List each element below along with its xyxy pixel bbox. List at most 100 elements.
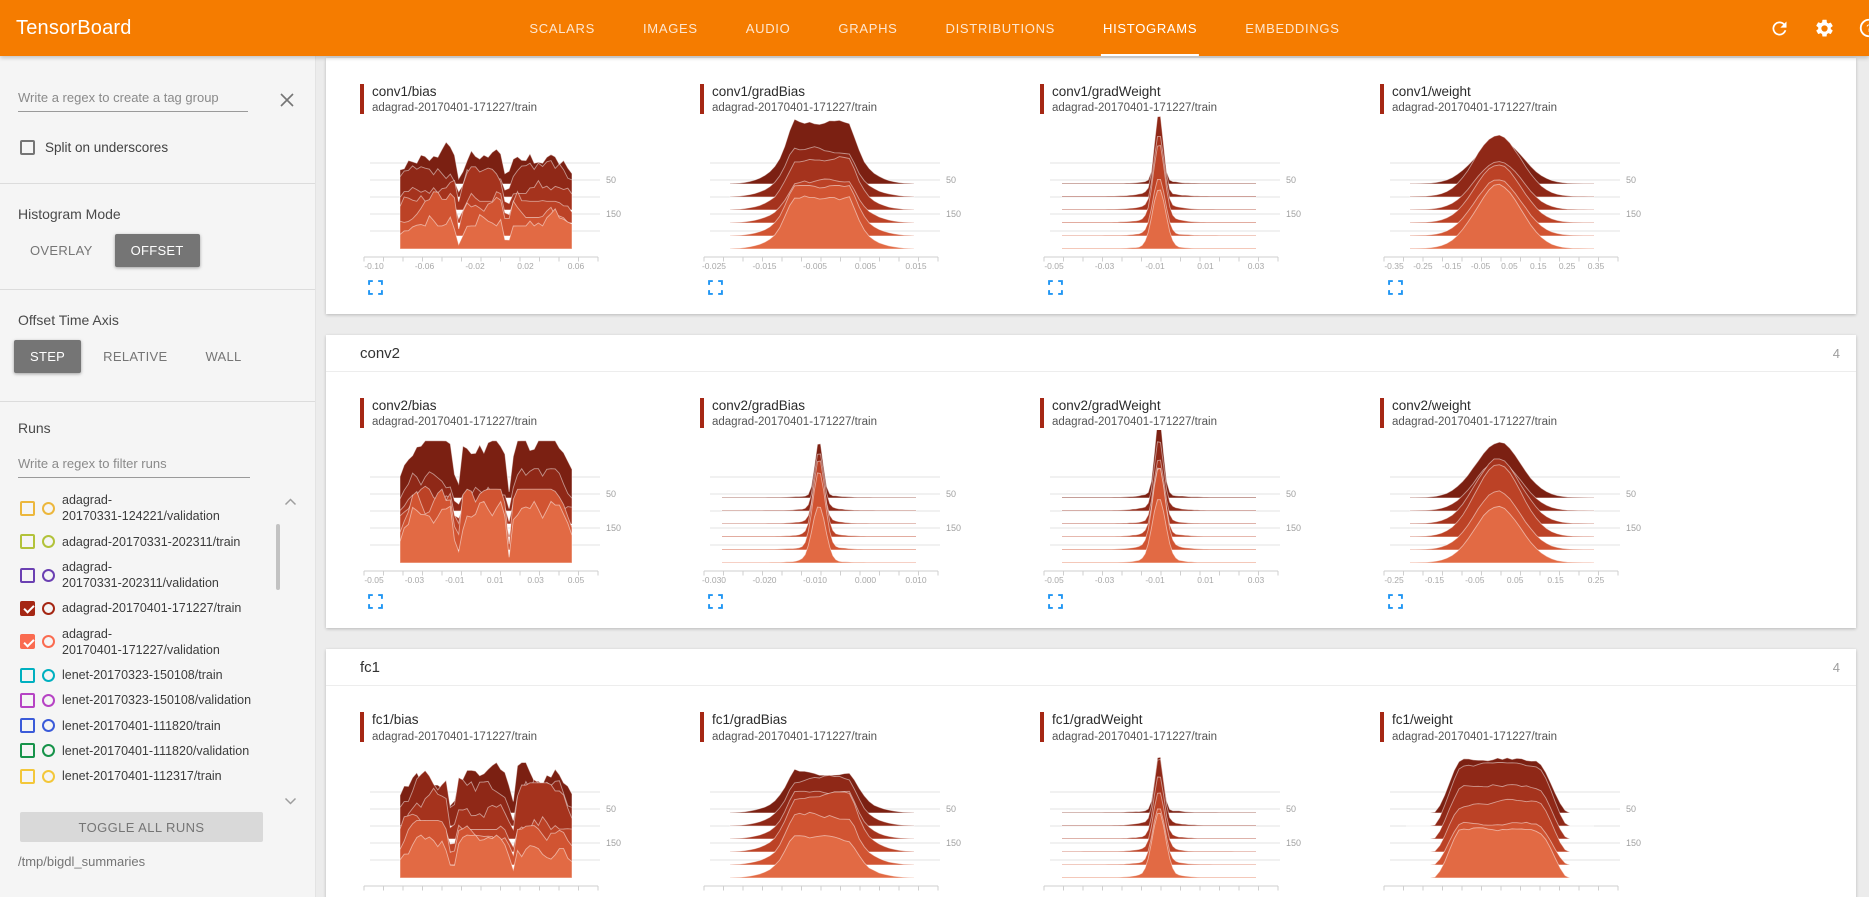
- run-checkbox[interactable]: [20, 634, 35, 650]
- chevron-up-icon[interactable]: [284, 494, 297, 509]
- run-radio[interactable]: [42, 601, 55, 615]
- run-radio[interactable]: [42, 719, 55, 733]
- group-header[interactable]: conv2 4: [326, 335, 1856, 373]
- run-radio[interactable]: [42, 635, 55, 649]
- run-list-item[interactable]: adagrad- 20170401-171227/validation: [20, 626, 315, 659]
- svg-text:-0.030: -0.030: [702, 575, 726, 585]
- option-wall[interactable]: WALL: [189, 340, 257, 373]
- histogram-chart[interactable]: -0.05 -0.03 -0.01 0.01 0.03 50 150: [1040, 116, 1370, 274]
- tab-distributions[interactable]: DISTRIBUTIONS: [945, 20, 1056, 36]
- tab-embeddings[interactable]: EMBEDDINGS: [1245, 20, 1340, 36]
- run-radio[interactable]: [42, 535, 55, 549]
- tag-filter-input[interactable]: [18, 86, 248, 112]
- run-label: lenet-20170323-150108/validation: [62, 693, 252, 708]
- expand-chart-icon[interactable]: [366, 594, 384, 612]
- svg-text:150: 150: [606, 523, 621, 533]
- run-color-bar: [700, 712, 704, 743]
- split-underscores-checkbox[interactable]: [20, 140, 35, 155]
- svg-text:150: 150: [946, 523, 961, 533]
- histogram-chart[interactable]: -0.35 -0.25 -0.15 -0.05 0.05 0.15 0.25 0.35 50 15…: [1380, 116, 1710, 274]
- histogram-chart[interactable]: -0.25 -0.15 -0.05 0.05 0.15 0.25 50 150: [1380, 430, 1710, 588]
- run-list-item[interactable]: lenet-20170401-111820/train: [20, 718, 315, 734]
- toggle-all-runs-button[interactable]: TOGGLE ALL RUNS: [20, 812, 263, 842]
- chart-card: conv1/gradBias adagrad-20170401-171227/tr…: [700, 84, 1040, 300]
- run-checkbox[interactable]: [20, 667, 35, 683]
- option-step[interactable]: STEP: [14, 340, 82, 373]
- histogram-chart[interactable]: 50 150: [1380, 745, 1710, 897]
- group-name: conv2: [360, 345, 401, 363]
- refresh-icon[interactable]: [1767, 16, 1791, 40]
- runs-filter-input[interactable]: [18, 452, 250, 478]
- histogram-chart[interactable]: 50 150: [1040, 745, 1370, 897]
- run-color-bar: [700, 398, 704, 429]
- chart-run-name: adagrad-20170401-171227/train: [372, 416, 537, 429]
- tab-scalars[interactable]: SCALARS: [529, 20, 595, 36]
- tab-audio[interactable]: AUDIO: [745, 20, 791, 36]
- expand-chart-icon[interactable]: [706, 594, 724, 612]
- help-icon[interactable]: ?: [1857, 16, 1869, 40]
- run-radio[interactable]: [42, 769, 55, 783]
- split-underscores-row[interactable]: Split on underscores: [20, 140, 315, 155]
- run-list-item[interactable]: adagrad-20170331-202311/train: [20, 534, 315, 550]
- run-checkbox[interactable]: [20, 500, 35, 516]
- run-color-bar: [1380, 712, 1384, 743]
- chart-title-block: conv2/gradBias adagrad-20170401-171227/tr…: [700, 398, 1040, 428]
- svg-text:-0.025: -0.025: [702, 261, 726, 271]
- run-list-item[interactable]: adagrad-20170401-171227/train: [20, 600, 315, 616]
- histogram-chart[interactable]: 50 150: [700, 745, 1030, 897]
- run-color-bar: [1380, 84, 1384, 114]
- svg-text:50: 50: [946, 175, 956, 185]
- close-icon[interactable]: [279, 92, 295, 111]
- svg-text:50: 50: [1286, 175, 1296, 185]
- option-relative[interactable]: RELATIVE: [87, 340, 183, 373]
- chart-run-name: adagrad-20170401-171227/train: [712, 416, 877, 429]
- expand-chart-icon[interactable]: [1386, 280, 1404, 298]
- expand-chart-icon[interactable]: [706, 280, 724, 298]
- run-radio[interactable]: [42, 501, 55, 515]
- tab-images[interactable]: IMAGES: [642, 20, 698, 36]
- run-list-item[interactable]: adagrad- 20170331-202311/validation: [20, 559, 315, 592]
- histogram-chart[interactable]: 50 150: [360, 745, 690, 897]
- run-radio[interactable]: [42, 568, 55, 582]
- settings-icon[interactable]: [1812, 16, 1836, 40]
- run-radio[interactable]: [42, 744, 55, 758]
- histogram-chart[interactable]: -0.025 -0.015 -0.005 0.005 0.015 50 150: [700, 116, 1030, 274]
- histogram-chart[interactable]: -0.10 -0.06 -0.02 0.02 0.06 50 150: [360, 116, 690, 274]
- svg-text:-0.15: -0.15: [1442, 261, 1462, 271]
- run-list-item[interactable]: lenet-20170323-150108/train: [20, 667, 315, 683]
- chart-title: conv1/weight: [1392, 84, 1471, 99]
- run-list-item[interactable]: adagrad- 20170331-124221/validation: [20, 492, 315, 525]
- run-checkbox[interactable]: [20, 600, 35, 616]
- chart-run-name: adagrad-20170401-171227/train: [712, 730, 877, 743]
- chevron-down-icon[interactable]: [284, 793, 297, 808]
- run-checkbox[interactable]: [20, 534, 35, 550]
- option-overlay[interactable]: OVERLAY: [14, 234, 109, 267]
- expand-chart-icon[interactable]: [1046, 594, 1064, 612]
- expand-chart-icon[interactable]: [366, 280, 384, 298]
- run-list-item[interactable]: lenet-20170401-112317/train: [20, 768, 315, 784]
- group-header[interactable]: fc1 4: [326, 649, 1856, 687]
- run-checkbox[interactable]: [20, 743, 35, 759]
- chart-title-block: conv2/gradWeight adagrad-20170401-171227/…: [1040, 398, 1380, 428]
- run-list-item[interactable]: lenet-20170323-150108/validation: [20, 692, 315, 708]
- svg-text:-0.05: -0.05: [1465, 575, 1485, 585]
- run-radio[interactable]: [42, 693, 55, 707]
- runs-scrollbar-thumb[interactable]: [276, 524, 280, 590]
- option-offset[interactable]: OFFSET: [114, 234, 200, 267]
- expand-chart-icon[interactable]: [1046, 280, 1064, 298]
- histogram-chart[interactable]: -0.030 -0.020 -0.010 0.000 0.010 50 150: [700, 430, 1030, 588]
- tab-graphs[interactable]: GRAPHS: [838, 20, 898, 36]
- tab-histograms[interactable]: HISTOGRAMS: [1101, 0, 1200, 56]
- run-checkbox[interactable]: [20, 768, 35, 784]
- svg-text:150: 150: [1286, 209, 1301, 219]
- chart-run-name: adagrad-20170401-171227/train: [1392, 416, 1557, 429]
- run-radio[interactable]: [42, 668, 55, 682]
- run-checkbox[interactable]: [20, 567, 35, 583]
- run-list-item[interactable]: lenet-20170401-111820/validation: [20, 743, 315, 759]
- histogram-chart[interactable]: -0.05 -0.03 -0.01 0.01 0.03 0.05 50 150: [360, 430, 690, 588]
- expand-chart-icon[interactable]: [1386, 594, 1404, 612]
- run-checkbox[interactable]: [20, 692, 35, 708]
- run-checkbox[interactable]: [20, 718, 35, 734]
- histogram-chart[interactable]: -0.05 -0.03 -0.01 0.01 0.03 50 150: [1040, 430, 1370, 588]
- svg-text:50: 50: [946, 804, 956, 814]
